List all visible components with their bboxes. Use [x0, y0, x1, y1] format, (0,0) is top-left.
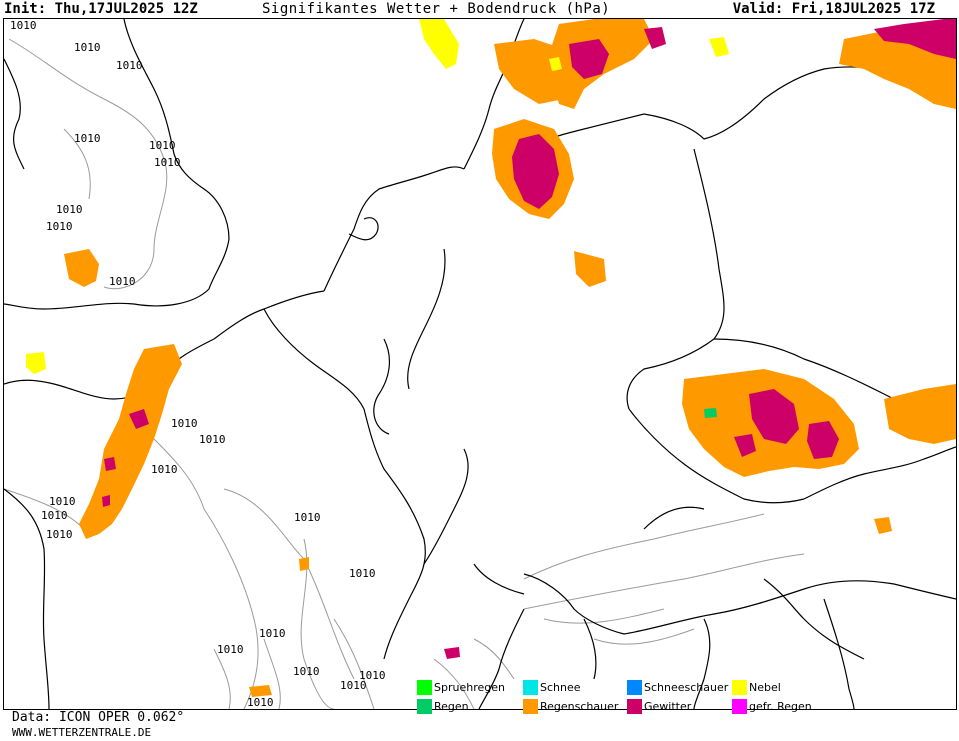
gewitter-swatch — [627, 699, 642, 714]
legend-item: Nebel — [732, 680, 781, 697]
isobar-label: 1010 — [154, 156, 181, 169]
map-canvas — [4, 19, 956, 709]
legend-label: Schnee — [540, 681, 581, 694]
init-time: Init: Thu,17JUL2025 12Z — [4, 1, 198, 17]
isobar-label: 1010 — [46, 220, 73, 233]
legend-item: Schnee — [523, 680, 581, 697]
schneeschauer-swatch — [627, 680, 642, 695]
legend-item: Gewitter — [627, 699, 691, 716]
weather-map[interactable]: 1010 1010 1010 1010 1010 1010 1010 1010 … — [3, 18, 957, 710]
isobar-label: 1010 — [349, 567, 376, 580]
regen-swatch — [417, 699, 432, 714]
valid-time: Valid: Fri,18JUL2025 17Z — [732, 1, 935, 17]
legend-item: Spruehregen — [417, 680, 505, 697]
legend-label: Nebel — [749, 681, 781, 694]
schnee-swatch — [523, 680, 538, 695]
data-source: Data: ICON OPER 0.062° — [12, 710, 185, 725]
legend-label: Spruehregen — [434, 681, 505, 694]
isobar-label: 1010 — [149, 139, 176, 152]
regenschauer-swatch — [523, 699, 538, 714]
legend-label: Schneeschauer — [644, 681, 729, 694]
isobar-label: 1010 — [10, 19, 37, 32]
precip-rain — [704, 408, 717, 418]
isobar-label: 1010 — [151, 463, 178, 476]
legend-label: Gewitter — [644, 700, 692, 713]
legend-label: gefr. Regen — [749, 700, 812, 713]
legend-label: Regen — [434, 700, 469, 713]
website-link[interactable]: WWW.WETTERZENTRALE.DE — [12, 726, 152, 739]
isobar-label: 1010 — [74, 41, 101, 54]
precip-thunderstorm — [102, 19, 956, 659]
isobar-label: 1010 — [217, 643, 244, 656]
isobar-label: 1010 — [116, 59, 143, 72]
isobar-label: 1010 — [294, 511, 321, 524]
isobar-label: 1010 — [359, 669, 386, 682]
precip-showers — [64, 19, 956, 697]
legend: Spruehregen Regen Schnee Regenschauer Sc… — [417, 680, 817, 718]
legend-item: gefr. Regen — [732, 699, 812, 716]
isobar-label: 1010 — [49, 495, 76, 508]
legend-item: Schneeschauer — [627, 680, 728, 697]
isobar-label: 1010 — [41, 509, 68, 522]
legend-item: Regen — [417, 699, 469, 716]
isobar-label: 1010 — [259, 627, 286, 640]
nebel-swatch — [732, 680, 747, 695]
isobar-lines — [4, 38, 805, 709]
legend-label: Regenschauer — [540, 700, 619, 713]
gefr-regen-swatch — [732, 699, 747, 714]
isobar-label: 1010 — [46, 528, 73, 541]
isobar-label: 1010 — [74, 132, 101, 145]
legend-item: Regenschauer — [523, 699, 618, 716]
isobar-label: 1010 — [293, 665, 320, 678]
spruehregen-swatch — [417, 680, 432, 695]
isobar-label: 1010 — [199, 433, 226, 446]
isobar-label: 1010 — [247, 696, 274, 709]
isobar-label: 1010 — [56, 203, 83, 216]
precip-fog — [26, 19, 729, 374]
isobar-label: 1010 — [109, 275, 136, 288]
isobar-label: 1010 — [171, 417, 198, 430]
map-title: Signifikantes Wetter + Bodendruck (hPa) — [262, 1, 611, 17]
isobar-label: 1010 — [340, 679, 367, 692]
